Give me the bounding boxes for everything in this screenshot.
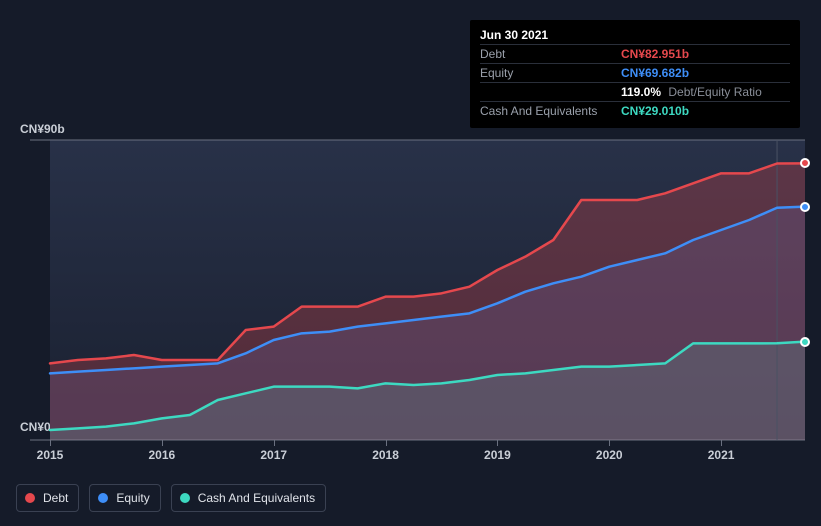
x-tick [50,440,51,446]
x-tick [274,440,275,446]
tooltip-key: Cash And Equivalents [480,102,621,121]
x-axis-label: 2020 [596,448,623,462]
series-marker [800,337,810,347]
tooltip-row: 119.0% Debt/Equity Ratio [480,83,790,102]
x-axis-label: 2017 [260,448,287,462]
tooltip-key: Equity [480,64,621,83]
legend-item[interactable]: Equity [89,484,160,512]
legend-dot-icon [180,493,190,503]
tooltip-key [480,83,621,102]
x-tick [609,440,610,446]
legend-label: Debt [43,491,68,505]
legend-dot-icon [25,493,35,503]
tooltip: Jun 30 2021 DebtCN¥82.951bEquityCN¥69.68… [470,20,800,128]
x-axis-label: 2019 [484,448,511,462]
x-tick [162,440,163,446]
tooltip-value: CN¥69.682b [621,64,790,83]
legend-item[interactable]: Cash And Equivalents [171,484,326,512]
tooltip-table: DebtCN¥82.951bEquityCN¥69.682b119.0% Deb… [480,44,790,120]
x-axis-label: 2015 [37,448,64,462]
legend: Debt Equity Cash And Equivalents [16,484,326,512]
legend-label: Equity [116,491,149,505]
tooltip-row: DebtCN¥82.951b [480,45,790,64]
legend-item[interactable]: Debt [16,484,79,512]
x-axis-label: 2018 [372,448,399,462]
legend-label: Cash And Equivalents [198,491,315,505]
tooltip-row: EquityCN¥69.682b [480,64,790,83]
tooltip-value: 119.0% Debt/Equity Ratio [621,83,790,102]
x-tick [386,440,387,446]
legend-dot-icon [98,493,108,503]
tooltip-row: Cash And EquivalentsCN¥29.010b [480,102,790,121]
chart-container: CN¥90b CN¥0 2015201620172018201920202021… [0,0,821,526]
tooltip-key: Debt [480,45,621,64]
x-tick [497,440,498,446]
x-tick [721,440,722,446]
series-marker [800,202,810,212]
series-marker [800,158,810,168]
tooltip-value: CN¥82.951b [621,45,790,64]
x-axis-label: 2021 [708,448,735,462]
x-axis-label: 2016 [148,448,175,462]
tooltip-date: Jun 30 2021 [480,28,790,42]
tooltip-value: CN¥29.010b [621,102,790,121]
